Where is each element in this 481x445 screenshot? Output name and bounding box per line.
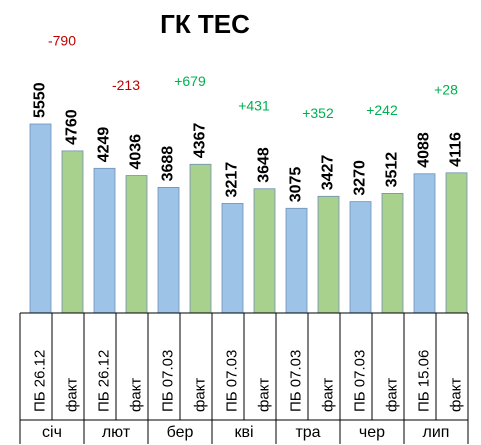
sub-label: факт (447, 378, 464, 412)
sub-label: ПБ 26.12 (95, 350, 112, 412)
difference-label: -790 (48, 33, 76, 49)
value-label: 3427 (320, 155, 337, 191)
sub-label: ПБ 26.12 (31, 350, 48, 412)
sub-label: факт (319, 378, 336, 412)
month-label: кві (234, 424, 253, 441)
value-label: 4088 (416, 132, 433, 168)
bar (285, 207, 308, 314)
value-label: 3270 (352, 160, 369, 196)
bar (253, 188, 276, 314)
bar (381, 193, 404, 314)
month-label: січ (42, 424, 62, 441)
month-label: тра (295, 424, 320, 441)
bar (445, 172, 468, 314)
value-label: 3648 (256, 147, 273, 183)
value-label: 3075 (288, 167, 305, 203)
bar (349, 201, 372, 314)
bar (157, 187, 180, 314)
sub-label: факт (191, 378, 208, 412)
difference-label: +679 (174, 73, 206, 89)
value-label: 4116 (448, 132, 465, 167)
value-label: 5550 (32, 82, 49, 118)
value-label: 4249 (96, 127, 113, 163)
difference-label: +352 (302, 105, 334, 121)
value-label: 4036 (128, 134, 145, 170)
sub-label: ПБ 07.03 (351, 350, 368, 412)
month-label: бер (167, 424, 194, 441)
sub-label: ПБ 07.03 (223, 350, 240, 412)
difference-label: +242 (366, 102, 398, 118)
difference-label: +431 (238, 97, 270, 113)
sub-label: ПБ 15.06 (415, 350, 432, 412)
value-label: 4760 (64, 109, 81, 145)
value-label: 3512 (384, 152, 401, 188)
sub-label: факт (383, 378, 400, 412)
bar (125, 175, 148, 314)
bar (221, 203, 244, 314)
bar (93, 167, 116, 314)
value-label: 3688 (160, 146, 177, 182)
difference-label: +28 (434, 82, 458, 98)
bar (317, 195, 340, 314)
sub-label: ПБ 07.03 (159, 350, 176, 412)
bar (29, 123, 52, 314)
bar (189, 163, 212, 314)
chart-title: ГК ТЕС (160, 9, 250, 39)
sub-label: факт (127, 378, 144, 412)
value-label: 3217 (224, 162, 241, 198)
sub-label: факт (255, 378, 272, 412)
value-label: 4367 (192, 123, 209, 159)
bar (61, 150, 84, 314)
month-label: чер (359, 424, 385, 441)
month-label: лют (102, 424, 131, 441)
bar (413, 173, 436, 314)
difference-label: -213 (112, 77, 140, 93)
month-label: лип (423, 424, 450, 441)
sub-label: ПБ 07.03 (287, 350, 304, 412)
sub-label: факт (63, 378, 80, 412)
